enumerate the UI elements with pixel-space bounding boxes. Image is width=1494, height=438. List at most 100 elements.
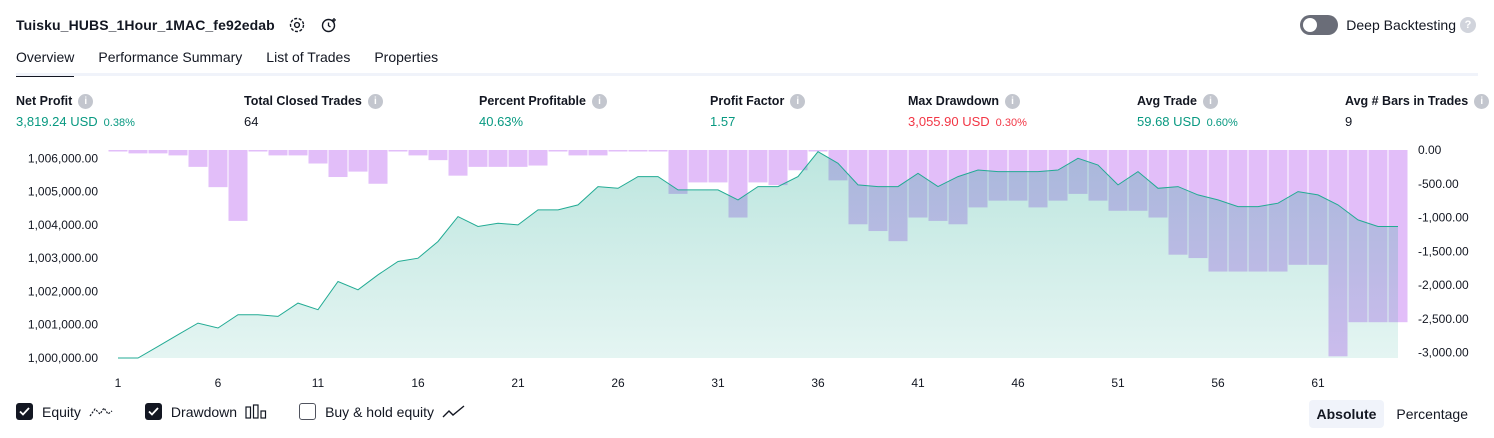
info-icon[interactable]: i <box>591 93 607 109</box>
drawdown-bar <box>428 150 448 161</box>
metric-value: 3,819.24 USD <box>16 114 98 129</box>
y-axis-right-tick: -1,500.00 <box>1418 244 1469 258</box>
settings-icon[interactable] <box>287 15 307 35</box>
metric-label: Profit Factor <box>710 94 785 108</box>
info-icon[interactable]: i <box>78 93 94 109</box>
x-axis-tick: 16 <box>411 376 425 390</box>
drawdown-bar <box>788 150 808 171</box>
tab-performance-summary[interactable]: Performance Summary <box>98 49 243 65</box>
tab-list-of-trades[interactable]: List of Trades <box>266 49 351 65</box>
x-axis-tick: 26 <box>611 376 625 390</box>
deep-backtesting: Deep Backtesting ? <box>1300 14 1476 36</box>
deep-backtesting-label: Deep Backtesting <box>1346 17 1456 33</box>
y-axis-left-tick: 1,002,000.00 <box>28 284 98 298</box>
info-icon[interactable]: i <box>1202 93 1218 109</box>
legend-label: Equity <box>42 403 81 420</box>
x-axis-tick: 46 <box>1011 376 1025 390</box>
drawdown-bar <box>228 150 248 221</box>
drawdown-bar <box>348 150 368 172</box>
metric-value: 1.57 <box>710 114 736 129</box>
drawdown-bar <box>748 150 768 183</box>
y-axis-right-tick: -2,500.00 <box>1418 312 1469 326</box>
x-axis-tick: 36 <box>811 376 825 390</box>
drawdown-bar <box>488 150 508 167</box>
legend-drawdown[interactable]: Drawdown <box>144 403 267 420</box>
y-axis-left-tick: 1,006,000.00 <box>28 151 98 165</box>
equity-line-icon <box>89 404 113 420</box>
metric-value: 40.63% <box>479 114 524 129</box>
metric-label: Max Drawdown <box>908 94 999 108</box>
y-axis-right-tick: -1,000.00 <box>1418 211 1469 225</box>
info-icon[interactable]: i <box>367 93 383 109</box>
metric-percent: 0.38% <box>103 117 135 129</box>
legend-label: Buy & hold equity <box>325 403 435 420</box>
metric-max-drawdown: Max Drawdown i 3,055.90 USD 0.30% <box>908 93 1027 129</box>
drawdown-bar <box>688 150 708 183</box>
drawdown-bar <box>648 150 668 152</box>
drawdown-bar <box>408 150 428 156</box>
tab-bar: Overview Performance Summary List of Tra… <box>16 46 462 77</box>
drawdown-bar <box>768 150 788 186</box>
metric-label: Avg Trade <box>1137 94 1197 108</box>
info-icon[interactable]: i <box>790 93 806 109</box>
drawdown-bar <box>708 150 728 183</box>
drawdown-bar <box>168 150 188 156</box>
drawdown-bar <box>628 150 648 152</box>
equity-drawdown-chart[interactable]: 1,006,000.00 1,005,000.00 1,004,000.00 1,00… <box>0 140 1494 395</box>
drawdown-bar <box>188 150 208 167</box>
drawdown-bar <box>108 150 128 152</box>
equity-checkbox[interactable] <box>16 403 33 420</box>
info-icon[interactable]: i <box>1474 93 1490 109</box>
metric-avg-bars-in-trades: Avg # Bars in Trades i 9 <box>1345 93 1490 129</box>
drawdown-bar <box>508 150 528 167</box>
info-icon[interactable]: i <box>1005 93 1020 109</box>
x-axis-tick: 11 <box>312 376 325 390</box>
equity-line <box>118 151 1398 359</box>
drawdown-bar <box>148 150 168 154</box>
metric-label: Total Closed Trades <box>244 94 362 108</box>
absolute-button[interactable]: Absolute <box>1308 400 1385 428</box>
y-axis-left-tick: 1,004,000.00 <box>28 218 98 232</box>
drawdown-bars-icon <box>245 403 267 420</box>
drawdown-bar <box>328 150 348 178</box>
x-axis-tick: 61 <box>1311 376 1325 390</box>
drawdown-bar <box>528 150 548 166</box>
x-axis-tick: 21 <box>511 376 525 390</box>
help-icon[interactable]: ? <box>1460 17 1476 33</box>
drawdown-bar <box>268 150 288 156</box>
metric-total-closed-trades: Total Closed Trades i 64 <box>244 93 383 129</box>
y-axis-left-tick: 1,003,000.00 <box>28 251 98 265</box>
drawdown-bar <box>368 150 388 184</box>
strategy-header: Tuisku_HUBS_1Hour_1MAC_fe92edab <box>16 14 339 36</box>
metric-label: Percent Profitable <box>479 94 586 108</box>
drawdown-bar <box>668 150 688 194</box>
add-alert-icon[interactable] <box>319 15 339 35</box>
drawdown-bar <box>308 150 328 164</box>
metric-value: 59.68 USD <box>1137 114 1201 129</box>
metric-value: 64 <box>244 114 259 129</box>
x-axis-tick: 1 <box>115 376 122 390</box>
legend-label: Drawdown <box>170 403 238 420</box>
metric-label: Net Profit <box>16 94 73 108</box>
metric-value: 9 <box>1345 114 1353 129</box>
metric-label: Avg # Bars in Trades <box>1345 94 1469 108</box>
deep-backtesting-toggle[interactable] <box>1300 15 1339 35</box>
y-axis-left-tick: 1,000,000.00 <box>28 351 98 365</box>
buy-hold-checkbox[interactable] <box>299 403 317 420</box>
tab-properties[interactable]: Properties <box>374 49 439 65</box>
drawdown-bar <box>588 150 608 156</box>
metric-percent: 0.60% <box>1206 117 1238 129</box>
drawdown-bar <box>448 150 468 176</box>
strategy-title: Tuisku_HUBS_1Hour_1MAC_fe92edab <box>16 17 275 33</box>
legend-equity[interactable]: Equity <box>16 403 113 420</box>
buy-hold-line-icon <box>442 404 466 420</box>
x-axis-tick: 56 <box>1211 376 1225 390</box>
drawdown-bar <box>388 150 408 152</box>
y-axis-right-tick: -2,000.00 <box>1418 278 1469 292</box>
x-axis-tick: 31 <box>711 376 725 390</box>
drawdown-checkbox[interactable] <box>144 403 162 420</box>
legend-buy-hold-equity[interactable]: Buy & hold equity <box>299 403 466 420</box>
drawdown-bar <box>208 150 228 188</box>
metric-avg-trade: Avg Trade i 59.68 USD 0.60% <box>1137 93 1238 129</box>
percentage-button[interactable]: Percentage <box>1396 406 1468 422</box>
